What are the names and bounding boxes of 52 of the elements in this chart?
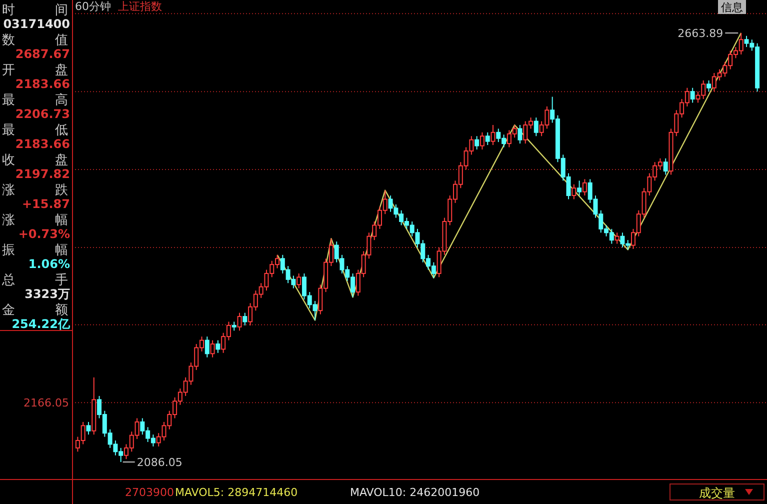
text: 涨幅 [2,213,68,228]
candlestick [572,184,576,200]
text: +15.87 [22,197,70,211]
annotation: 2086.05 [136,456,182,469]
candlestick [216,340,220,354]
candlestick [204,336,210,358]
text: 开盘 [2,63,68,78]
text: 03171400 [3,17,70,31]
text: MAVOL5: 2894714460 [175,486,298,499]
text: 2206.73 [15,107,70,121]
annotation: 2663.89 [678,27,724,40]
chart-title: 上证指数 [118,0,162,13]
text: 时间 [2,3,68,18]
text: 涨跌 [2,183,68,198]
text: 数值 [2,33,68,48]
candlestick [474,136,480,150]
candlestick [663,158,668,176]
text: 1.06% [28,257,70,271]
candlestick [614,232,620,244]
candlestick [480,132,484,150]
text: 成交量 [699,486,735,500]
text: 振幅 [2,243,68,258]
candlestick [210,340,215,358]
text: 3323万 [24,287,70,301]
candlestick [485,132,490,146]
text: 2197.82 [15,167,70,181]
text: 信息 [721,1,743,14]
candlestick [86,421,91,436]
text: 2183.66 [15,137,70,151]
text: 最低 [2,123,68,138]
text: 总手 [1,273,68,288]
chart-subtitle: 60分钟 [75,0,111,13]
candlestick [490,124,496,146]
text: 金额 [2,303,68,318]
text: 254.22亿 [12,317,71,331]
candlestick [534,117,538,137]
text: 最高 [2,92,68,108]
text: 2687.67 [15,47,70,61]
text: +0.73% [18,227,70,241]
text: 2703900 [125,486,174,499]
candlestick [518,124,522,144]
candlestick [296,272,302,289]
candlestick [242,312,248,326]
text: 2183.66 [15,77,70,91]
text: MAVOL10: 2462001960 [350,486,480,499]
candlestick [706,80,712,92]
text: 收盘 [2,153,68,168]
candlestick [690,87,695,104]
candlestick [582,178,587,196]
candlestick [577,180,582,196]
candlestick [237,312,242,332]
ref-line-label: 2166.05 [24,396,69,410]
